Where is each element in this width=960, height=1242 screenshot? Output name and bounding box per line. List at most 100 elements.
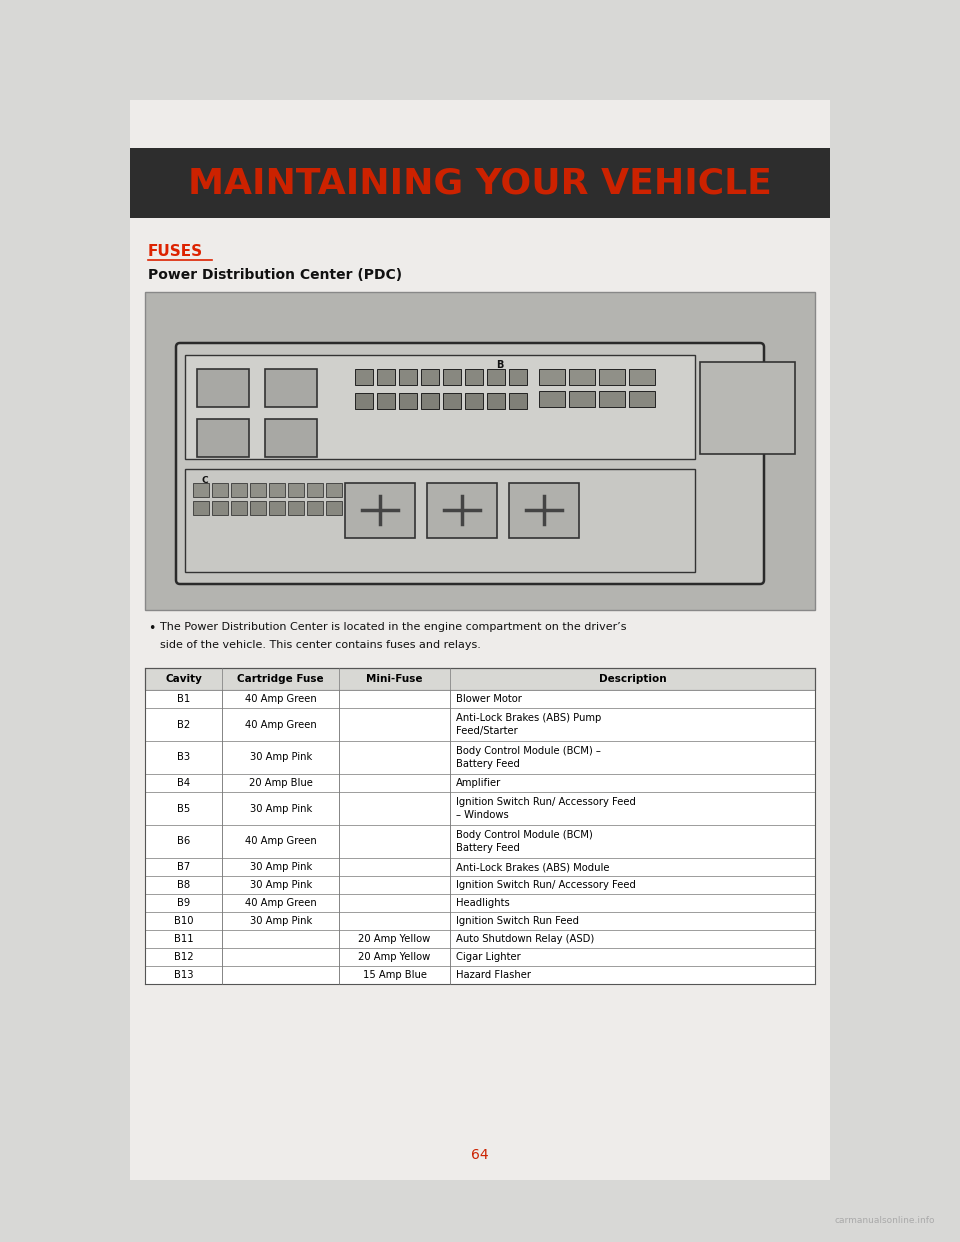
Bar — [288, 482, 304, 497]
Bar — [145, 774, 815, 792]
Bar — [145, 966, 815, 984]
Text: Blower Motor: Blower Motor — [456, 694, 521, 704]
Text: 20 Amp Yellow: 20 Amp Yellow — [358, 934, 431, 944]
Bar — [269, 482, 285, 497]
Text: Ignition Switch Run Feed: Ignition Switch Run Feed — [456, 917, 579, 927]
Bar — [193, 501, 209, 514]
Bar — [399, 369, 417, 385]
Bar — [399, 392, 417, 409]
Text: •: • — [148, 622, 156, 635]
Text: The Power Distribution Center is located in the engine compartment on the driver: The Power Distribution Center is located… — [160, 622, 627, 632]
Bar — [345, 482, 415, 538]
Text: B13: B13 — [174, 970, 193, 980]
Bar — [145, 668, 815, 691]
Text: carmanualsonline.info: carmanualsonline.info — [834, 1216, 935, 1225]
Bar — [231, 482, 247, 497]
Text: C: C — [202, 476, 208, 484]
Bar — [569, 391, 595, 407]
Bar — [145, 894, 815, 912]
Text: Battery Feed: Battery Feed — [456, 843, 519, 853]
Text: Anti-Lock Brakes (ABS) Pump: Anti-Lock Brakes (ABS) Pump — [456, 713, 601, 723]
Text: 15 Amp Blue: 15 Amp Blue — [363, 970, 426, 980]
Text: B10: B10 — [174, 917, 193, 927]
Text: – Windows: – Windows — [456, 810, 509, 820]
Bar — [197, 369, 249, 407]
Bar — [145, 741, 815, 774]
Bar — [487, 369, 505, 385]
Text: 40 Amp Green: 40 Amp Green — [245, 837, 317, 847]
FancyBboxPatch shape — [176, 343, 764, 584]
Text: Cigar Lighter: Cigar Lighter — [456, 953, 520, 963]
Text: 20 Amp Yellow: 20 Amp Yellow — [358, 953, 431, 963]
Bar — [145, 708, 815, 741]
Text: Headlights: Headlights — [456, 898, 510, 908]
Bar — [145, 948, 815, 966]
Bar — [599, 391, 625, 407]
Bar — [307, 501, 323, 514]
Text: B1: B1 — [177, 694, 190, 704]
Bar — [569, 369, 595, 385]
Text: 64: 64 — [471, 1148, 489, 1163]
Bar — [212, 501, 228, 514]
Bar — [443, 392, 461, 409]
Text: B6: B6 — [177, 837, 190, 847]
Bar — [377, 369, 395, 385]
Bar — [185, 468, 695, 573]
Text: 40 Amp Green: 40 Amp Green — [245, 694, 317, 704]
Text: 20 Amp Blue: 20 Amp Blue — [249, 777, 313, 787]
Bar — [269, 501, 285, 514]
Text: B4: B4 — [177, 777, 190, 787]
Bar — [145, 792, 815, 825]
Bar — [539, 391, 565, 407]
Bar — [629, 391, 655, 407]
Text: 30 Amp Pink: 30 Amp Pink — [250, 862, 312, 872]
Bar — [197, 419, 249, 457]
Bar — [377, 392, 395, 409]
Bar — [145, 912, 815, 930]
Bar — [465, 369, 483, 385]
Text: MAINTAINING YOUR VEHICLE: MAINTAINING YOUR VEHICLE — [188, 166, 772, 200]
Text: 40 Amp Green: 40 Amp Green — [245, 719, 317, 729]
Bar — [145, 292, 815, 610]
Text: Mini-Fuse: Mini-Fuse — [367, 674, 422, 684]
Bar — [427, 482, 497, 538]
Bar — [509, 482, 579, 538]
Bar — [355, 369, 373, 385]
Text: Battery Feed: Battery Feed — [456, 759, 519, 769]
Bar — [250, 501, 266, 514]
Text: Hazard Flasher: Hazard Flasher — [456, 970, 531, 980]
Bar — [193, 482, 209, 497]
Bar — [700, 361, 795, 453]
Bar — [421, 369, 439, 385]
Bar — [355, 392, 373, 409]
Text: B3: B3 — [177, 753, 190, 763]
Text: side of the vehicle. This center contains fuses and relays.: side of the vehicle. This center contain… — [160, 640, 481, 650]
Text: 30 Amp Pink: 30 Amp Pink — [250, 804, 312, 814]
Text: FUSES: FUSES — [148, 243, 204, 260]
Bar — [599, 369, 625, 385]
Bar — [265, 419, 317, 457]
Bar — [326, 501, 342, 514]
Text: Feed/Starter: Feed/Starter — [456, 727, 517, 737]
Text: B: B — [496, 360, 504, 370]
Bar — [509, 369, 527, 385]
Bar — [465, 392, 483, 409]
Bar — [307, 482, 323, 497]
Text: B12: B12 — [174, 953, 193, 963]
Text: Body Control Module (BCM) –: Body Control Module (BCM) – — [456, 746, 601, 756]
Text: Ignition Switch Run/ Accessory Feed: Ignition Switch Run/ Accessory Feed — [456, 881, 636, 891]
Bar — [145, 858, 815, 876]
Text: Cartridge Fuse: Cartridge Fuse — [237, 674, 324, 684]
Bar — [145, 930, 815, 948]
Text: Auto Shutdown Relay (ASD): Auto Shutdown Relay (ASD) — [456, 934, 594, 944]
Text: 40 Amp Green: 40 Amp Green — [245, 898, 317, 908]
Text: 30 Amp Pink: 30 Amp Pink — [250, 753, 312, 763]
Bar — [130, 148, 830, 219]
Bar — [185, 355, 695, 458]
Bar — [326, 482, 342, 497]
Bar — [145, 876, 815, 894]
Text: Anti-Lock Brakes (ABS) Module: Anti-Lock Brakes (ABS) Module — [456, 862, 610, 872]
Bar — [539, 369, 565, 385]
Bar — [231, 501, 247, 514]
Bar — [145, 825, 815, 858]
